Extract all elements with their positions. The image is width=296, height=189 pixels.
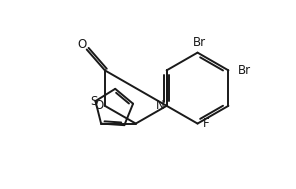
Text: S: S (90, 94, 97, 108)
Text: N: N (156, 99, 165, 112)
Text: O: O (94, 99, 104, 112)
Text: Br: Br (193, 36, 206, 49)
Text: Br: Br (238, 64, 251, 77)
Text: F: F (203, 117, 210, 130)
Text: O: O (78, 38, 87, 51)
